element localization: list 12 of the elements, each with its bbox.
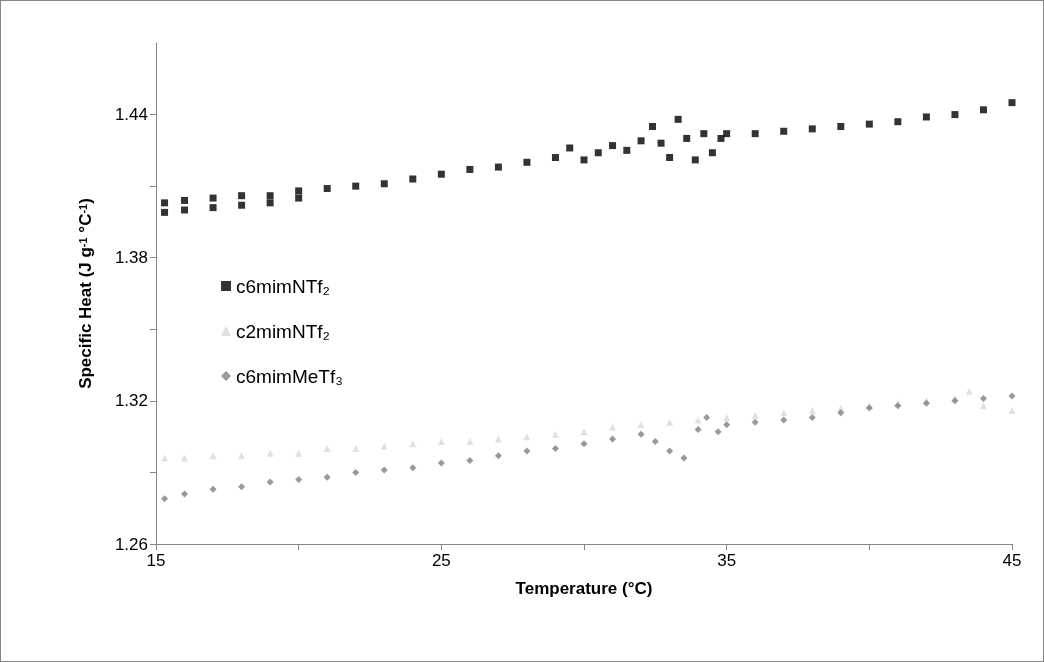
x-tick-label: 15 [146,551,166,570]
y-tick-label: 1.44 [114,105,148,125]
x-axis-title: Temperature (°C) [515,579,653,598]
legend-label: c6mimNTf₂ [236,275,330,297]
x-tick-label: 35 [717,551,737,570]
y-tick-label: 1.32 [114,391,148,411]
y-tick-label: 1.26 [114,534,148,554]
legend-label: c6mimMeTf₃ [236,365,343,387]
legend-label: c2mimNTf₂ [236,320,330,342]
y-tick-label: 1.38 [114,248,148,268]
x-tick-label: 45 [1002,551,1022,570]
x-tick-label: 25 [431,551,451,570]
